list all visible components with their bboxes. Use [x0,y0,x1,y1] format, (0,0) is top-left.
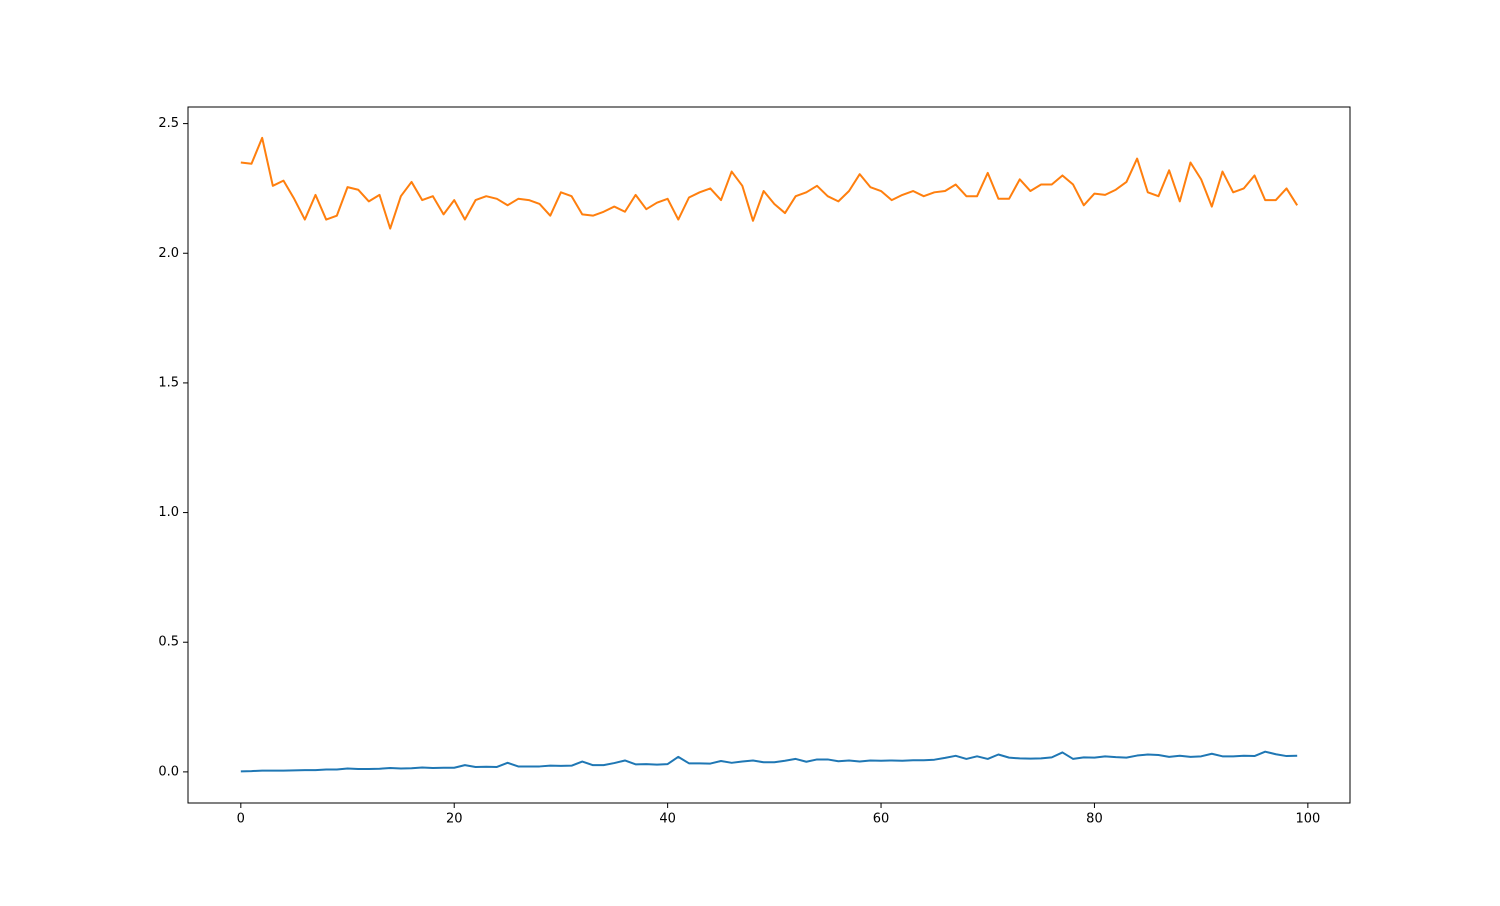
x-tick-label: 80 [1086,812,1103,827]
plot-frame [187,106,1351,804]
x-tick-label: 0 [237,812,245,827]
y-tick-label: 0.5 [158,635,179,650]
x-tick-label: 100 [1295,812,1320,827]
y-tick-label: 1.5 [158,375,179,390]
series-line [240,750,1298,773]
y-tick-label: 1.0 [158,505,179,520]
y-tick-label: 0.0 [158,764,179,779]
y-tick-label: 2.5 [158,116,179,131]
y-tick-label: 2.0 [158,246,179,261]
x-tick-label: 60 [873,812,890,827]
series-line [240,136,1299,230]
x-tick-label: 40 [659,812,676,827]
x-tick-label: 20 [446,812,463,827]
